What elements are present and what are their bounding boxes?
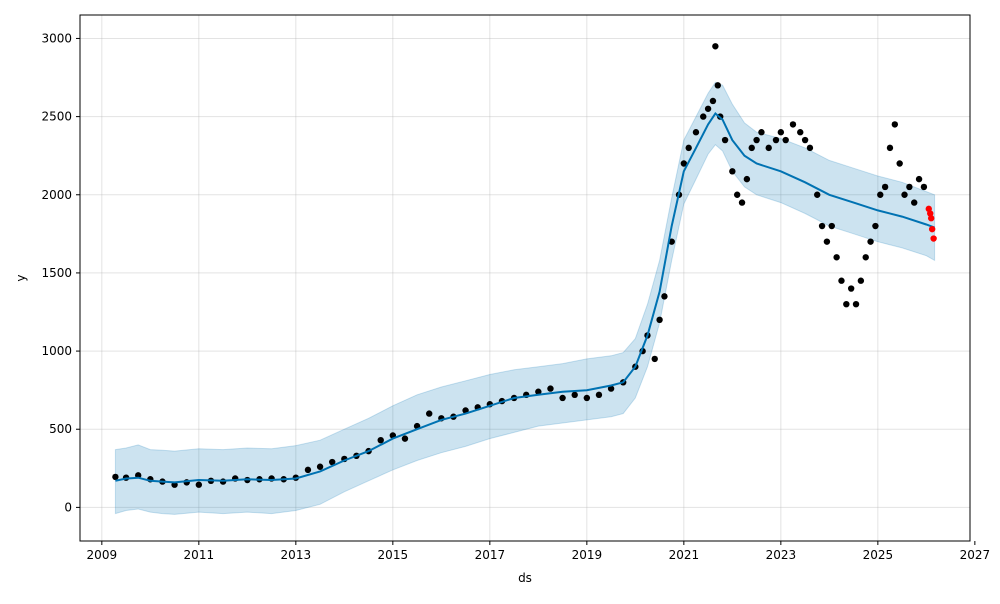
observed-point bbox=[329, 458, 336, 466]
y-axis-title: y bbox=[14, 274, 28, 281]
x-tick-label: 2023 bbox=[766, 548, 797, 562]
observed-point bbox=[872, 222, 879, 230]
observed-point bbox=[896, 160, 903, 167]
observed-point bbox=[797, 129, 804, 136]
observed-point bbox=[881, 183, 889, 191]
observed-point bbox=[738, 199, 746, 206]
x-tick-label: 2011 bbox=[184, 548, 215, 562]
y-tick-label: 0 bbox=[64, 500, 72, 514]
observed-point bbox=[891, 121, 899, 128]
forecast-point bbox=[927, 215, 935, 222]
observed-point bbox=[651, 355, 658, 363]
x-axis-ticks: 2009 2011 2013 2015 2017 2019 2021 2023 2025 2027 bbox=[87, 541, 991, 562]
observed-point bbox=[765, 144, 772, 152]
observed-point bbox=[721, 136, 729, 144]
observed-point bbox=[814, 191, 821, 198]
forecast-point bbox=[930, 235, 937, 242]
observed-point bbox=[571, 391, 578, 399]
observed-point bbox=[818, 222, 826, 230]
observed-point bbox=[748, 144, 755, 152]
y-tick-label: 1500 bbox=[41, 266, 72, 280]
y-tick-label: 500 bbox=[49, 422, 72, 436]
observed-point bbox=[112, 473, 119, 481]
observed-point bbox=[777, 129, 785, 136]
observed-point bbox=[847, 285, 855, 292]
observed-point bbox=[377, 436, 384, 444]
observed-point bbox=[304, 466, 312, 474]
observed-point bbox=[680, 160, 688, 167]
forecast-point bbox=[928, 225, 936, 233]
observed-point bbox=[772, 136, 780, 144]
observed-point bbox=[656, 316, 663, 324]
observed-point bbox=[607, 385, 615, 392]
x-tick-label: 2021 bbox=[669, 548, 700, 562]
observed-point bbox=[712, 43, 719, 50]
observed-point bbox=[806, 144, 814, 152]
x-tick-label: 2027 bbox=[960, 548, 991, 562]
observed-point bbox=[583, 394, 591, 402]
observed-point bbox=[901, 191, 908, 198]
observed-point bbox=[401, 435, 409, 442]
observed-point bbox=[828, 222, 835, 230]
observed-point bbox=[915, 175, 923, 183]
observed-point bbox=[743, 175, 751, 183]
x-tick-label: 2017 bbox=[475, 548, 506, 562]
observed-point bbox=[801, 136, 809, 144]
uncertainty-interval bbox=[114, 81, 936, 515]
observed-point bbox=[862, 254, 869, 261]
observed-point bbox=[843, 300, 850, 308]
observed-point bbox=[753, 136, 760, 144]
y-tick-label: 2000 bbox=[41, 188, 72, 202]
observed-point bbox=[661, 293, 668, 300]
observed-point bbox=[709, 97, 717, 105]
observed-point bbox=[833, 254, 840, 261]
x-tick-label: 2025 bbox=[863, 548, 894, 562]
observed-point bbox=[729, 168, 736, 175]
plot-frame bbox=[79, 14, 971, 542]
observed-point bbox=[692, 129, 700, 136]
observed-point bbox=[547, 385, 554, 392]
observed-point bbox=[700, 113, 707, 120]
x-tick-label: 2015 bbox=[378, 548, 409, 562]
observed-point bbox=[857, 277, 865, 284]
forecast-line bbox=[115, 112, 935, 484]
observed-point bbox=[535, 388, 542, 395]
observed-point bbox=[852, 300, 860, 308]
observed-point bbox=[714, 82, 721, 89]
forecast-points bbox=[925, 205, 937, 242]
observed-point bbox=[911, 199, 918, 206]
observed-point bbox=[195, 481, 203, 488]
x-tick-label: 2009 bbox=[87, 548, 118, 562]
x-axis-title: ds bbox=[518, 571, 532, 585]
observed-point bbox=[886, 144, 894, 152]
x-tick-label: 2013 bbox=[281, 548, 312, 562]
observed-point bbox=[920, 183, 928, 191]
observed-point bbox=[877, 191, 884, 198]
observed-point bbox=[758, 129, 765, 136]
y-tick-label: 2500 bbox=[41, 110, 72, 124]
y-tick-label: 3000 bbox=[41, 31, 72, 45]
observed-point bbox=[789, 121, 797, 128]
observed-point bbox=[559, 394, 566, 402]
observed-point bbox=[782, 136, 789, 144]
observed-point bbox=[595, 391, 603, 399]
observed-point bbox=[685, 144, 692, 152]
observed-point bbox=[906, 183, 913, 191]
observed-point bbox=[733, 191, 741, 198]
observed-points bbox=[112, 43, 928, 488]
grid-lines bbox=[80, 15, 970, 541]
x-tick-label: 2019 bbox=[572, 548, 603, 562]
observed-point bbox=[823, 238, 831, 245]
observed-point bbox=[426, 410, 433, 417]
observed-point bbox=[838, 277, 845, 284]
observed-point bbox=[867, 238, 874, 245]
y-axis-ticks: 0 500 1000 1500 2000 2500 3000 bbox=[41, 31, 80, 514]
trend-line bbox=[115, 112, 935, 484]
observed-point bbox=[704, 105, 712, 112]
interval-band bbox=[114, 81, 936, 515]
observed-point bbox=[316, 463, 324, 470]
y-tick-label: 1000 bbox=[41, 344, 72, 358]
